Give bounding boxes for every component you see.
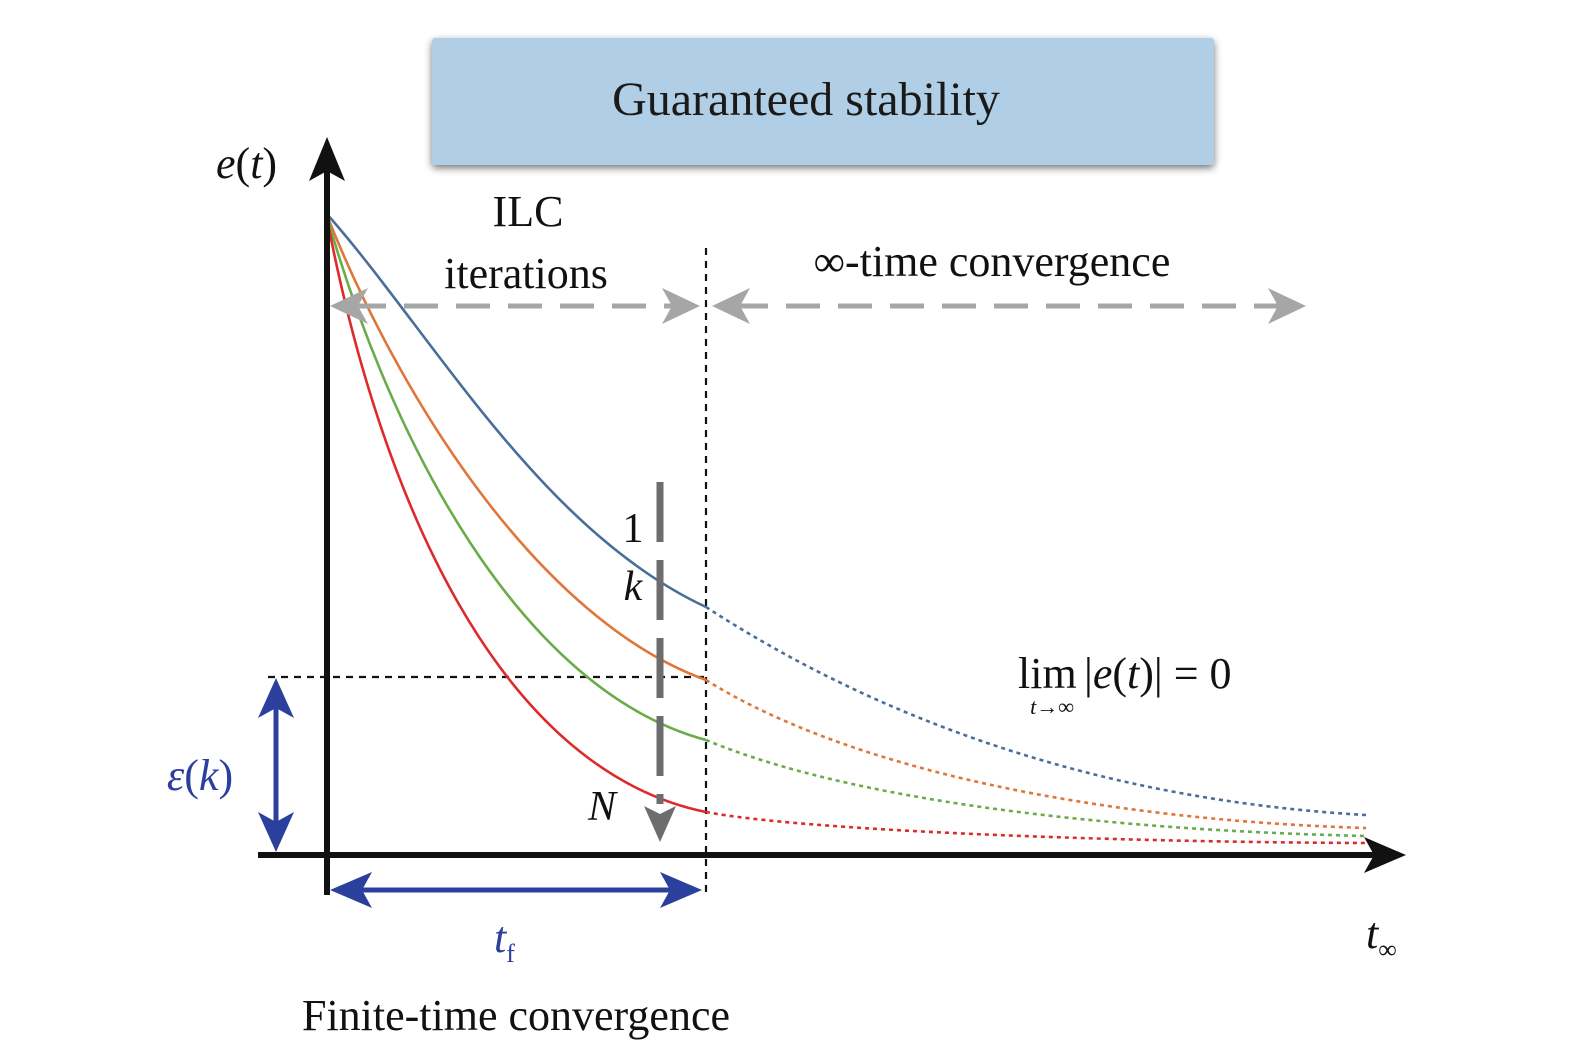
limit-lim: lim: [1018, 649, 1077, 698]
iteration-k-label: k: [624, 564, 644, 610]
tf-arrow-left-head: [330, 872, 372, 908]
tf-arrow-right-head: [660, 872, 702, 908]
curve-iteration-1-tail: [705, 605, 1367, 817]
curve-iteration-1: [325, 212, 707, 609]
tf-arrow: [330, 872, 702, 908]
error-curves-finite: [324, 212, 707, 814]
curve-iteration-N-tail: [705, 810, 1367, 845]
curve-iteration-3-tail: [705, 738, 1367, 838]
ilc-arrow-right-head: [662, 288, 700, 324]
tf-label: tf: [494, 913, 515, 968]
limit-body: |e(t)| = 0: [1084, 649, 1232, 698]
infinite-arrow-right-head: [1268, 288, 1306, 324]
finite-time-label: Finite-time convergence: [302, 991, 730, 1040]
banner-text: Guaranteed stability: [612, 73, 1000, 126]
ilc-arrow-left-head: [330, 288, 368, 324]
x-axis-label: t∞: [1366, 909, 1397, 964]
ilc-label-line2: iterations: [444, 249, 608, 298]
infinite-arrow-left-head: [712, 288, 750, 324]
limit-expression: lim t→∞ |e(t)| = 0: [1018, 649, 1232, 719]
ilc-label-line1: ILC: [493, 187, 564, 236]
epsilon-label: ε(k): [167, 751, 233, 800]
y-axis-label: e(t): [216, 139, 277, 188]
iteration-direction-arrow: [644, 482, 676, 842]
epsilon-arrow: [258, 678, 294, 852]
epsilon-arrow-top-head: [258, 678, 294, 718]
stability-banner: Guaranteed stability: [432, 38, 1214, 165]
phase-arrows: [330, 288, 1306, 324]
iteration-N-label: N: [587, 784, 618, 830]
iteration-1-label: 1: [623, 506, 644, 552]
curve-iteration-N: [324, 212, 707, 814]
limit-subscript: t→∞: [1030, 694, 1074, 719]
curve-iteration-k-tail: [705, 678, 1367, 830]
x-axis-arrowhead: [1364, 837, 1406, 873]
epsilon-arrow-bottom-head: [258, 812, 294, 852]
axes: [258, 137, 1406, 895]
banner-box: [432, 38, 1214, 165]
iteration-arrow-head: [644, 806, 676, 842]
error-curves-infinite: [705, 605, 1367, 845]
y-axis-arrowhead: [309, 137, 345, 181]
guide-lines: [268, 248, 708, 898]
infinite-time-label: ∞-time convergence: [814, 237, 1171, 286]
